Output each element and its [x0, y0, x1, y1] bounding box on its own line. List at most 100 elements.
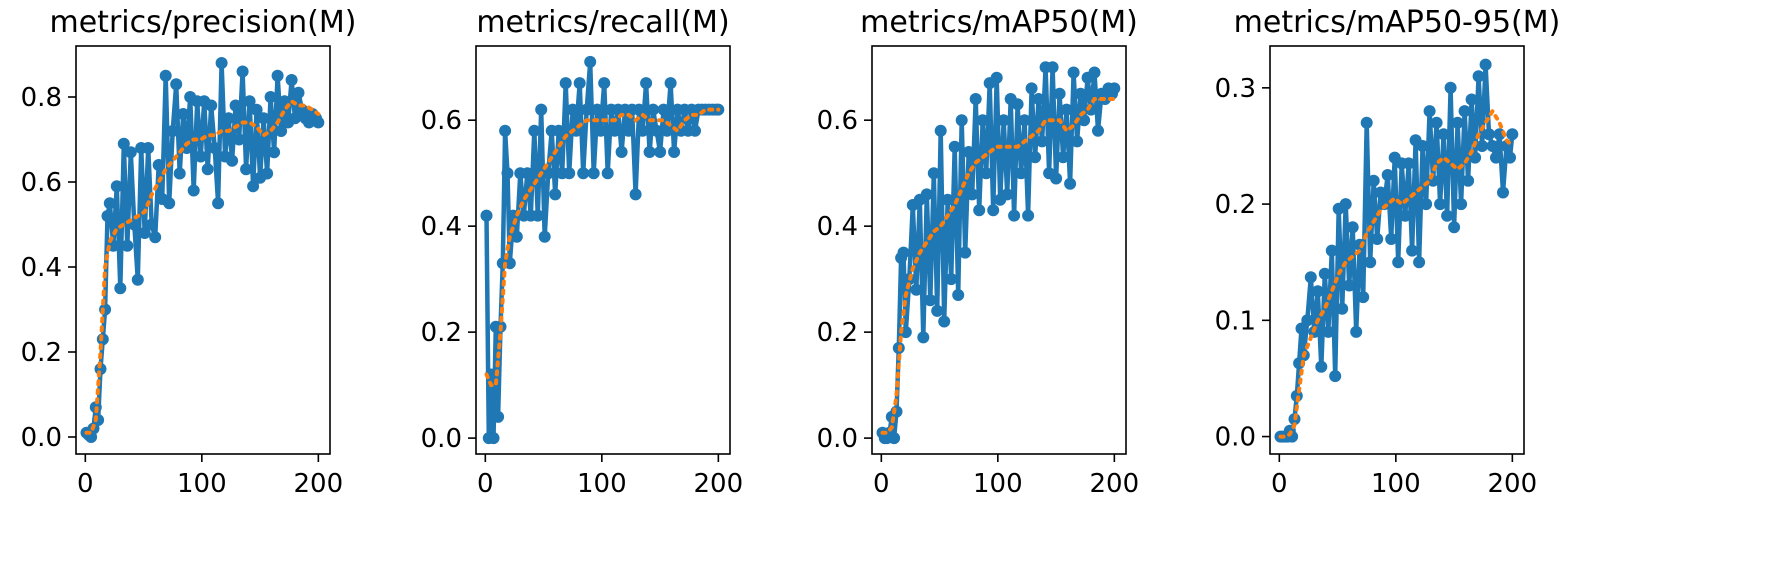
y-tick-label: 0.4 [817, 212, 858, 242]
data-point [941, 193, 954, 206]
data-point [1430, 116, 1443, 129]
data-point [499, 124, 512, 137]
data-point [952, 289, 965, 301]
data-point [1301, 314, 1314, 327]
data-point [549, 188, 562, 201]
data-point [177, 108, 190, 120]
y-tick-label: 0.0 [421, 424, 462, 454]
data-point [668, 146, 681, 158]
data-point [110, 180, 123, 193]
series-line-smooth [84, 98, 321, 435]
data-point [222, 112, 235, 125]
data-point [538, 230, 551, 243]
data-point [1339, 198, 1352, 211]
y-tick-label: 0.0 [1215, 423, 1256, 453]
data-point [615, 146, 628, 158]
chart-panel: metrics/precision(M) 0 100 200 0.0 0.2 0.4 0.6 0… [21, 5, 357, 499]
y-tick-label: 0.0 [817, 424, 858, 454]
data-point [535, 103, 548, 116]
data-point [1350, 325, 1363, 338]
data-point [931, 304, 944, 317]
data-point [1374, 186, 1387, 199]
data-point [149, 231, 162, 244]
data-point [247, 180, 260, 193]
axes-frame [475, 45, 731, 455]
data-point [124, 146, 137, 159]
data-point [114, 282, 127, 295]
data-point [261, 167, 274, 180]
data-point [640, 77, 653, 90]
chart-title: metrics/mAP50-95(M) [1234, 5, 1561, 40]
data-point [236, 65, 249, 78]
data-point [633, 103, 646, 116]
data-point [1483, 128, 1495, 141]
data-point [584, 55, 597, 68]
x-tick-label: 200 [294, 469, 344, 499]
chart-title: metrics/mAP50(M) [860, 5, 1138, 40]
y-tick-label: 0.6 [21, 168, 62, 198]
data-point [924, 294, 937, 307]
data-point [920, 188, 933, 201]
y-tick-label: 0.2 [421, 318, 462, 348]
data-point [559, 77, 572, 90]
data-point [934, 124, 947, 137]
data-point [145, 218, 158, 231]
data-point [1001, 188, 1014, 201]
data-point [243, 95, 256, 108]
data-point [257, 112, 270, 125]
x-tick-label: 200 [694, 469, 744, 499]
data-point [163, 197, 176, 210]
data-point [959, 246, 972, 259]
data-point [492, 410, 505, 423]
data-point [1078, 114, 1091, 127]
data-point [1455, 198, 1468, 211]
data-point [103, 197, 116, 210]
data-point [654, 146, 667, 158]
data-point [215, 57, 228, 69]
data-point [987, 204, 1000, 217]
x-tick-label: 0 [873, 469, 890, 499]
data-point [131, 273, 144, 286]
data-point [594, 124, 607, 137]
data-point [142, 142, 155, 154]
data-point [521, 167, 534, 180]
data-point [1472, 70, 1485, 83]
data-point [1018, 114, 1031, 127]
data-point [910, 283, 923, 296]
data-point [1322, 325, 1335, 338]
data-point [664, 77, 677, 90]
y-tick-label: 0.2 [817, 318, 858, 348]
data-point [1486, 140, 1499, 152]
data-point [542, 167, 555, 180]
x-tick-label: 100 [1371, 469, 1421, 499]
data-point [917, 331, 930, 344]
data-point [1346, 221, 1359, 234]
data-point [480, 209, 493, 222]
data-point [1008, 209, 1021, 222]
data-point [1413, 256, 1426, 269]
data-point [268, 146, 281, 159]
data-point [647, 103, 660, 116]
series-line-smooth [880, 97, 1117, 435]
chart-title: metrics/precision(M) [50, 5, 357, 40]
data-point [1462, 174, 1475, 187]
data-point [250, 103, 263, 116]
data-point [1367, 174, 1380, 187]
data-point [1318, 267, 1331, 280]
data-point [312, 116, 325, 129]
data-point [608, 124, 621, 137]
data-point [1476, 140, 1489, 152]
data-point [1497, 186, 1509, 199]
data-point [591, 103, 604, 116]
data-point [1060, 103, 1073, 116]
data-point [945, 273, 958, 286]
data-point [1392, 256, 1405, 269]
data-point [1444, 81, 1457, 94]
data-point [1364, 256, 1377, 269]
data-point [1071, 135, 1084, 148]
data-point [962, 146, 975, 158]
data-point [1015, 167, 1028, 180]
data-point [973, 204, 986, 217]
data-point [1416, 140, 1429, 152]
